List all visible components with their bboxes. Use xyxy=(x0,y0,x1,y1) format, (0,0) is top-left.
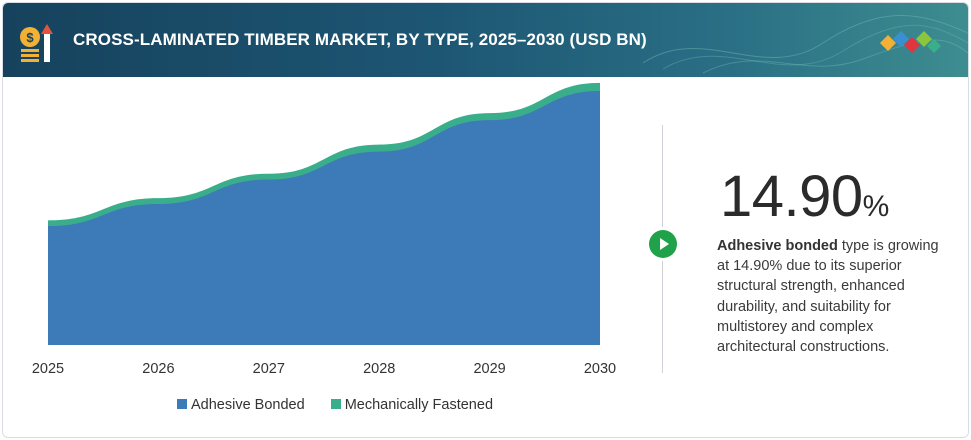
legend-swatch-adhesive-bonded xyxy=(177,399,187,409)
header-banner: $ CROSS-LAMINATED TIMBER MARKET, BY TYPE… xyxy=(3,3,968,77)
svg-text:$: $ xyxy=(26,30,34,45)
growth-rate-value: 14.90 xyxy=(720,164,863,229)
legend-label-adhesive-bonded: Adhesive Bonded xyxy=(191,397,305,413)
market-growth-icon: $ xyxy=(20,24,53,62)
legend-swatch-mechanically-fastened xyxy=(330,399,341,409)
legend-label-mechanically-fastened: Mechanically Fastened xyxy=(344,397,494,413)
x-tick-label: 2027 xyxy=(253,361,285,377)
x-tick-label: 2029 xyxy=(473,361,505,377)
page-title: CROSS-LAMINATED TIMBER MARKET, BY TYPE, … xyxy=(73,30,647,49)
x-tick-label: 2026 xyxy=(142,361,174,377)
insight-body: type is growing at 14.90% due to its sup… xyxy=(717,238,939,356)
insight-highlight: Adhesive bonded xyxy=(717,238,838,254)
legend-item-mechanically-fastened: Mechanically Fastened xyxy=(330,397,494,413)
x-tick-label: 2030 xyxy=(584,361,616,377)
insight-text: Adhesive bonded type is growing at 14.90… xyxy=(717,236,939,357)
brand-logo xyxy=(880,31,941,53)
play-icon[interactable] xyxy=(649,230,677,258)
decorative-waves xyxy=(642,15,968,74)
series-area-adhesive-bonded xyxy=(48,90,600,345)
growth-rate-unit: % xyxy=(862,190,890,223)
area-chart: 2025 2026 2027 2028 2029 2030 xyxy=(32,82,616,377)
x-tick-label: 2028 xyxy=(363,361,395,377)
growth-rate: 14.90% xyxy=(720,163,889,230)
x-tick-label: 2025 xyxy=(32,361,64,377)
chart-legend: Adhesive Bonded Mechanically Fastened xyxy=(177,397,515,413)
legend-item-adhesive-bonded: Adhesive Bonded xyxy=(177,397,305,413)
